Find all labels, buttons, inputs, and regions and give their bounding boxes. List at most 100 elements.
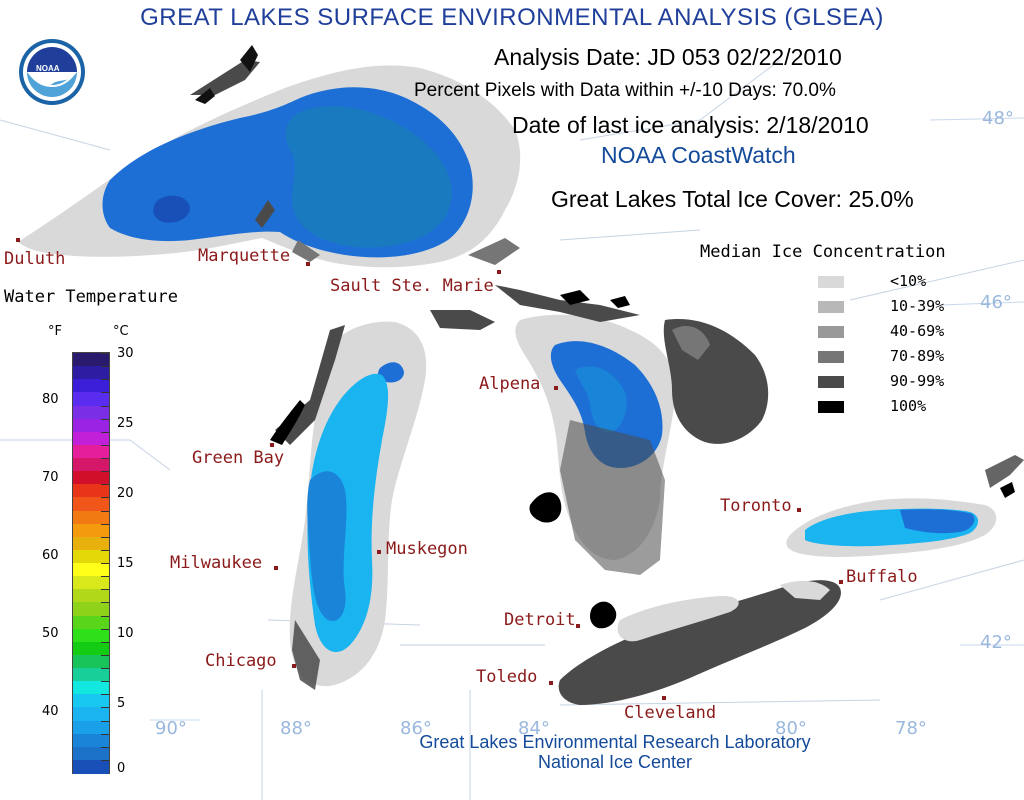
colorbar-tick	[101, 549, 109, 551]
colorbar-tick	[101, 405, 109, 407]
city-label-green-bay: Green Bay	[192, 448, 285, 468]
colorbar-tick	[101, 471, 109, 473]
city-label-cleveland: Cleveland	[624, 703, 717, 723]
city-label-duluth: Duluth	[4, 249, 66, 269]
ice-swatch-10-39	[818, 301, 844, 313]
colorbar-tick	[101, 733, 109, 735]
city-label-detroit: Detroit	[504, 610, 576, 630]
colorbar-tick	[101, 418, 109, 420]
lon-label-88: 88°	[280, 718, 312, 739]
colorbar-tick	[101, 353, 109, 354]
colorbar-band	[73, 484, 109, 498]
ice-legend-title: Median Ice Concentration	[700, 242, 946, 262]
colorbar-band	[73, 549, 109, 564]
celsius-unit-label: °C	[113, 324, 129, 339]
data-source: NOAA CoastWatch	[601, 142, 796, 168]
colorbar-tick	[101, 510, 109, 512]
c-tick-30: 30	[117, 346, 134, 361]
city-label-toronto: Toronto	[720, 496, 792, 516]
colorbar-tick	[101, 602, 109, 604]
noaa-logo	[19, 39, 85, 105]
colorbar-band	[73, 628, 109, 643]
ice-label-40-69: 40-69%	[890, 322, 945, 340]
ice-label-90-99: 90-99%	[890, 372, 945, 390]
city-markers	[16, 238, 843, 700]
colorbar-tick	[101, 366, 109, 368]
city-label-toledo: Toledo	[476, 667, 538, 687]
colorbar-band	[73, 589, 109, 603]
colorbar-tick	[101, 628, 109, 630]
city-label-alpena: Alpena	[479, 374, 541, 394]
lake-michigan	[270, 321, 427, 690]
colorbar-band	[73, 418, 109, 433]
colorbar-tick	[101, 668, 109, 669]
colorbar-tick	[101, 654, 109, 656]
last-ice-analysis-date: Date of last ice analysis: 2/18/2010	[512, 112, 869, 138]
ice-swatch-70-89	[818, 351, 844, 363]
colorbar-tick	[101, 458, 109, 459]
c-tick-10: 10	[117, 626, 134, 641]
colorbar-tick	[101, 746, 109, 748]
colorbar-band	[73, 707, 109, 721]
c-tick-25: 25	[117, 416, 134, 431]
ice-label-100: 100%	[890, 397, 927, 415]
lake-huron	[430, 285, 769, 575]
colorbar-band	[73, 746, 109, 761]
colorbar-tick	[101, 484, 109, 486]
colorbar-band	[73, 602, 109, 616]
lake-superior	[18, 45, 521, 268]
colorbar-band	[73, 353, 109, 367]
colorbar-band	[73, 536, 109, 551]
colorbar-tick	[101, 576, 109, 578]
lake-st-clair	[590, 601, 617, 629]
colorbar-tick	[101, 523, 109, 525]
colorbar-band	[73, 431, 109, 446]
lon-label-84: 84°	[518, 718, 550, 739]
colorbar-tick	[101, 589, 109, 591]
city-label-chicago: Chicago	[205, 651, 277, 671]
colorbar-tick	[101, 641, 109, 643]
colorbar-band	[73, 379, 109, 393]
colorbar-tick	[101, 563, 109, 564]
graticule	[150, 117, 1024, 721]
colorbar-tick	[101, 536, 109, 538]
colorbar-band	[73, 523, 109, 538]
ice-label-lt10: <10%	[890, 272, 927, 290]
city-label-muskegon: Muskegon	[386, 539, 468, 559]
colorbar-tick	[101, 759, 109, 761]
colorbar-tick	[101, 497, 109, 499]
ice-swatch-90-99	[818, 376, 844, 388]
c-tick-15: 15	[117, 556, 134, 571]
colorbar-band	[73, 392, 109, 406]
c-tick-0: 0	[117, 761, 126, 776]
colorbar-tick	[101, 444, 109, 446]
city-label-sault-ste-marie: Sault Ste. Marie	[330, 276, 494, 296]
colorbar-tick	[101, 707, 109, 709]
f-tick-50: 50	[42, 626, 59, 641]
colorbar-tick	[101, 379, 109, 381]
water-temperature-legend-title: Water Temperature	[4, 287, 178, 307]
city-label-marquette: Marquette	[198, 246, 291, 266]
colorbar-band	[73, 668, 109, 682]
colorbar-band	[73, 615, 109, 630]
f-tick-70: 70	[42, 470, 59, 485]
lat-label-48: 48°	[982, 108, 1014, 129]
footer-nic: National Ice Center	[537, 752, 693, 772]
ice-swatch-lt10	[818, 276, 844, 288]
ice-swatch-40-69	[818, 326, 844, 338]
lon-label-80: 80°	[775, 718, 807, 739]
colorbar-band	[73, 654, 109, 669]
fahrenheit-unit-label: °F	[48, 324, 62, 339]
total-ice-cover: Great Lakes Total Ice Cover: 25.0%	[551, 186, 914, 212]
f-tick-60: 60	[42, 548, 59, 563]
colorbar-band	[73, 497, 109, 511]
colorbar-tick	[101, 694, 109, 696]
colorbar-band	[73, 444, 109, 459]
colorbar-band	[73, 458, 109, 472]
lat-label-46: 46°	[980, 292, 1012, 313]
lat-label-42: 42°	[980, 632, 1012, 653]
map-title: GREAT LAKES SURFACE ENVIRONMENTAL ANALYS…	[140, 4, 884, 31]
noaa-logo-text: NOAA	[36, 64, 60, 73]
colorbar-band	[73, 694, 109, 708]
